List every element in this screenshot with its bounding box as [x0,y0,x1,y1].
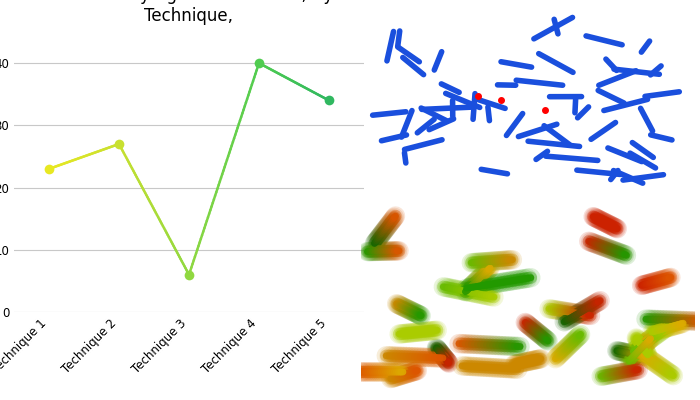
Text: —: — [671,188,678,194]
Title: Molecular cytogenetics market, By
Technique,: Molecular cytogenetics market, By Techni… [45,0,333,25]
